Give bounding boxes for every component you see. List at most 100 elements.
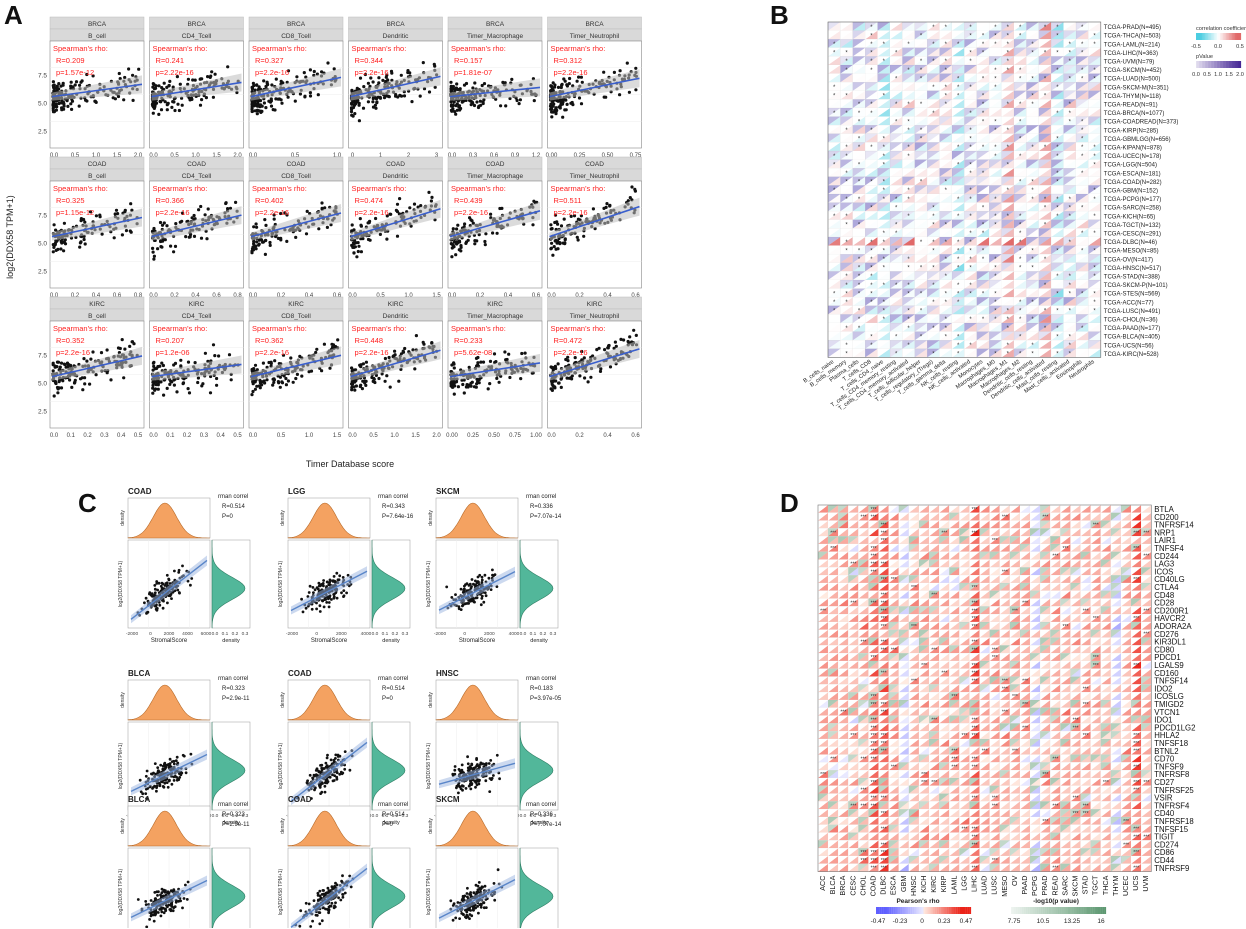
- sig-star: *: [1081, 205, 1084, 211]
- pvalue-triangle: [1051, 194, 1064, 203]
- data-point: [265, 80, 269, 84]
- data-point: [351, 114, 355, 118]
- facet-strip-cell-label: B_cell: [88, 33, 106, 40]
- corr-triangle: [1088, 176, 1101, 186]
- data-point: [504, 104, 508, 108]
- sig-star: *: [907, 214, 910, 220]
- sig-star: *: [1081, 231, 1084, 237]
- corr-triangle: [1063, 116, 1076, 126]
- data-point: [351, 105, 356, 110]
- sig-star: *: [858, 102, 861, 108]
- data-point: [57, 386, 61, 390]
- corr-triangle: [1026, 133, 1039, 143]
- data-point: [518, 98, 523, 102]
- corr-triangle: [927, 211, 940, 220]
- data-point: [187, 391, 192, 395]
- sig-star: *: [945, 94, 948, 100]
- x-tick-label: 1.2: [532, 153, 541, 159]
- corr-triangle: [877, 30, 890, 40]
- sig-star: *: [994, 197, 997, 203]
- pvalue-triangle: [1014, 73, 1027, 83]
- data-point: [211, 343, 216, 347]
- sig-star: *: [858, 248, 861, 254]
- stat-r: R=0.448: [355, 336, 384, 345]
- data-point: [105, 371, 109, 375]
- sig-star: *: [994, 154, 997, 160]
- data-point: [192, 234, 197, 238]
- pvalue-triangle: [828, 168, 841, 177]
- corr-triangle: [1026, 108, 1039, 117]
- data-point: [266, 83, 270, 87]
- pvalue-triangle: [1038, 47, 1052, 57]
- data-point: [165, 108, 169, 112]
- data-point: [252, 102, 256, 106]
- sig-star: *: [920, 102, 923, 108]
- pvalue-triangle: [1088, 159, 1101, 169]
- pvalue-triangle: [840, 168, 853, 177]
- corr-triangle: [1088, 47, 1101, 57]
- facet-strip-cell-label: CD8_Tcell: [281, 33, 311, 40]
- pvalue-triangle: [1088, 73, 1101, 83]
- corr-triangle: [964, 202, 977, 212]
- pvalue-triangle: [1088, 194, 1101, 203]
- pvalue-triangle: [1088, 142, 1101, 151]
- data-point: [308, 94, 313, 98]
- stat-r: R=0.233: [454, 336, 483, 345]
- facet-strip-cell-label: B_cell: [88, 313, 106, 320]
- facet-strip-cancer-label: KIRC: [189, 301, 205, 308]
- sig-star: *: [969, 85, 972, 91]
- data-point: [498, 206, 502, 211]
- sig-star: *: [883, 137, 886, 143]
- corr-triangle: [1088, 237, 1101, 246]
- sig-star: *: [1019, 154, 1022, 160]
- sig-star: *: [957, 162, 960, 168]
- sig-star: *: [932, 42, 935, 48]
- corr-triangle: [1038, 56, 1052, 65]
- pvalue-triangle: [1038, 65, 1052, 74]
- pvalue-triangle: [1076, 125, 1089, 134]
- data-point: [224, 201, 228, 206]
- data-point: [556, 239, 560, 243]
- data-point: [462, 391, 466, 395]
- stat-title: Spearman's rho:: [153, 184, 208, 193]
- pvalue-triangle: [1014, 39, 1027, 48]
- data-point: [165, 386, 169, 390]
- data-point: [381, 78, 385, 82]
- sig-star: *: [969, 240, 972, 246]
- data-point: [451, 227, 455, 231]
- data-point: [549, 227, 553, 231]
- y-tick-label: 2.5: [38, 268, 47, 275]
- data-point: [263, 218, 267, 222]
- data-point: [353, 103, 357, 107]
- pvalue-triangle: [890, 176, 903, 186]
- pvalue-triangle: [964, 168, 977, 177]
- stat-title: Spearman's rho:: [551, 44, 606, 53]
- data-point: [580, 80, 584, 84]
- data-point: [250, 109, 255, 113]
- data-point: [401, 350, 406, 354]
- sig-star: *: [1031, 42, 1034, 48]
- pvalue-triangle: [1051, 39, 1064, 48]
- corr-triangle: [989, 168, 1002, 177]
- corr-triangle: [1001, 73, 1014, 83]
- data-point: [157, 112, 161, 116]
- pvalue-triangle: [1076, 133, 1089, 143]
- data-point: [604, 95, 608, 99]
- corr-triangle: [1026, 30, 1039, 40]
- pvalue-triangle: [952, 30, 965, 40]
- pvalue-triangle: [1014, 125, 1027, 134]
- stat-title: Spearman's rho:: [551, 184, 606, 193]
- data-point: [394, 93, 398, 97]
- data-point: [497, 380, 501, 384]
- data-point: [554, 366, 558, 371]
- data-point: [364, 383, 368, 387]
- corr-triangle: [1038, 73, 1052, 83]
- stat-title: Spearman's rho:: [53, 324, 108, 333]
- sig-star: *: [1056, 205, 1059, 211]
- sig-star: *: [1069, 205, 1072, 211]
- sig-star: *: [1056, 137, 1059, 143]
- sig-star: *: [858, 119, 861, 125]
- pvalue-triangle: [952, 176, 965, 186]
- data-point: [326, 61, 330, 65]
